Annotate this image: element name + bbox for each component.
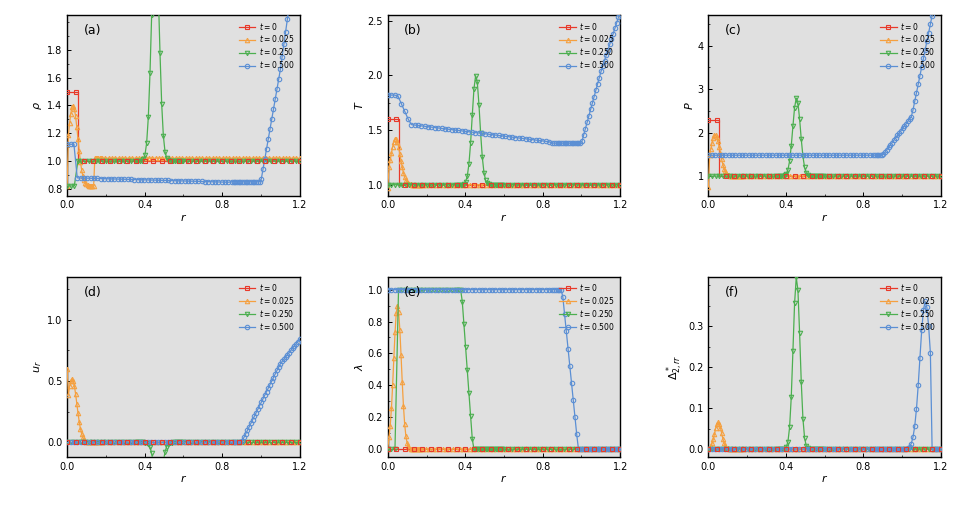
Y-axis label: $P$: $P$ (683, 101, 695, 110)
Y-axis label: $T$: $T$ (352, 101, 365, 110)
Legend: $t = 0$, $t = 0.025$, $t = 0.250$, $t = 0.500$: $t = 0$, $t = 0.025$, $t = 0.250$, $t = … (876, 279, 939, 335)
Y-axis label: $\Delta^*_{2,rr}$: $\Delta^*_{2,rr}$ (664, 354, 685, 380)
Legend: $t = 0$, $t = 0.025$, $t = 0.250$, $t = 0.500$: $t = 0$, $t = 0.025$, $t = 0.250$, $t = … (556, 279, 618, 335)
Text: (a): (a) (84, 24, 101, 37)
Text: (c): (c) (725, 24, 741, 37)
Text: (e): (e) (404, 286, 421, 299)
Text: (d): (d) (84, 286, 101, 299)
Text: (b): (b) (404, 24, 421, 37)
Text: (f): (f) (725, 286, 739, 299)
X-axis label: $r$: $r$ (821, 212, 828, 223)
X-axis label: $r$: $r$ (500, 212, 508, 223)
Y-axis label: $\rho$: $\rho$ (33, 101, 44, 110)
X-axis label: $r$: $r$ (500, 473, 508, 485)
Y-axis label: $\lambda$: $\lambda$ (353, 363, 365, 371)
X-axis label: $r$: $r$ (180, 473, 187, 485)
Legend: $t = 0$, $t = 0.025$, $t = 0.250$, $t = 0.500$: $t = 0$, $t = 0.025$, $t = 0.250$, $t = … (556, 18, 618, 73)
Legend: $t = 0$, $t = 0.025$, $t = 0.250$, $t = 0.500$: $t = 0$, $t = 0.025$, $t = 0.250$, $t = … (235, 18, 298, 73)
X-axis label: $r$: $r$ (821, 473, 828, 485)
Legend: $t = 0$, $t = 0.025$, $t = 0.250$, $t = 0.500$: $t = 0$, $t = 0.025$, $t = 0.250$, $t = … (235, 279, 298, 335)
Y-axis label: $u_r$: $u_r$ (33, 361, 44, 373)
Legend: $t = 0$, $t = 0.025$, $t = 0.250$, $t = 0.500$: $t = 0$, $t = 0.025$, $t = 0.250$, $t = … (876, 18, 939, 73)
X-axis label: $r$: $r$ (180, 212, 187, 223)
